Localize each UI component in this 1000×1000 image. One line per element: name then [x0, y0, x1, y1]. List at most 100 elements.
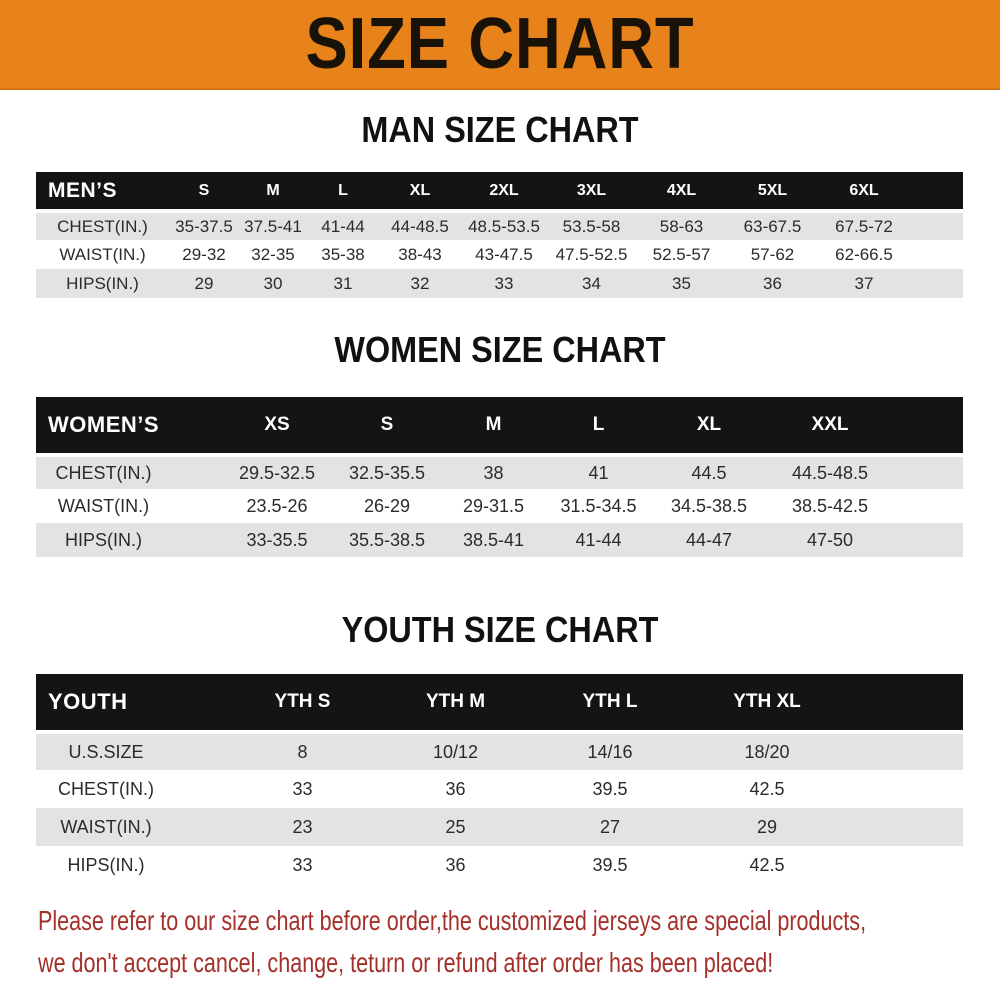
cell-filler — [846, 770, 963, 808]
cell-filler — [910, 211, 963, 240]
cell: 23.5-26 — [246, 495, 308, 516]
youth-size-table: YOUTH YTH S YTH M YTH L YTH XL U.S.SIZE … — [36, 674, 963, 884]
cell: 63-67.5 — [743, 216, 802, 236]
row-label: HIPS(IN.) — [66, 273, 139, 293]
cell: 29.5-32.5 — [238, 462, 316, 483]
cell: 41 — [588, 462, 609, 483]
cell: 44.5-48.5 — [791, 462, 869, 483]
youth-size-header: YTH L — [532, 674, 688, 734]
cell-filler — [846, 846, 963, 884]
cell: 34 — [582, 273, 601, 293]
men-size-header: 3XL — [547, 172, 636, 213]
size-chart-banner: SIZE CHART — [0, 0, 1000, 90]
women-size-header: XL — [651, 397, 767, 457]
men-size-table: MEN’S S M L XL 2XL 3XL 4XL 5XL 6XL CHEST… — [36, 172, 963, 298]
men-header-filler — [910, 172, 963, 213]
cell: 18/20 — [744, 741, 790, 762]
man-heading-text: MAN SIZE CHART — [361, 109, 639, 150]
women-header-row: WOMEN’S XS S M L XL XXL — [36, 397, 963, 457]
cell: 33 — [292, 778, 313, 799]
youth-header-filler — [846, 674, 963, 734]
cell: 32 — [410, 273, 430, 293]
cell: 35-38 — [321, 244, 365, 264]
cell: 37 — [854, 273, 874, 293]
cell: 27 — [599, 816, 621, 837]
women-waist-row: WAIST(IN.) 23.5-26 26-29 29-31.5 31.5-34… — [36, 489, 963, 523]
disclaimer-note: Please refer to our size chart before or… — [0, 900, 1000, 984]
cell: 35-37.5 — [175, 216, 233, 236]
cell: 10/12 — [432, 741, 479, 762]
man-section-heading: MAN SIZE CHART — [0, 110, 1000, 150]
cell: 43-47.5 — [475, 244, 533, 264]
row-label: CHEST(IN.) — [57, 216, 148, 236]
cell: 67.5-72 — [835, 216, 893, 236]
cell: 29-31.5 — [462, 495, 525, 516]
row-label: WAIST(IN.) — [59, 244, 146, 264]
women-heading-text: WOMEN SIZE CHART — [334, 329, 666, 370]
youth-ussize-row: U.S.SIZE 8 10/12 14/16 18/20 — [36, 732, 963, 770]
men-hips-row: HIPS(IN.) 29 30 31 32 33 34 35 36 37 — [36, 269, 963, 298]
men-corner-label: MEN’S — [36, 172, 169, 213]
women-size-header: XXL — [767, 397, 893, 457]
cell: 57-62 — [750, 244, 795, 264]
men-size-header: 2XL — [461, 172, 547, 213]
cell: 48.5-53.5 — [468, 216, 540, 236]
women-chest-row: CHEST(IN.) 29.5-32.5 32.5-35.5 38 41 44.… — [36, 455, 963, 489]
cell: 32-35 — [251, 244, 295, 264]
men-size-header: 4XL — [636, 172, 727, 213]
cell: 44-47 — [685, 529, 733, 550]
cell: 42.5 — [749, 854, 785, 875]
row-label: WAIST(IN.) — [60, 816, 152, 837]
cell-filler — [893, 455, 963, 489]
cell: 14/16 — [587, 741, 633, 762]
cell: 36 — [763, 273, 782, 293]
men-size-header: L — [307, 172, 379, 213]
cell: 36 — [445, 778, 466, 799]
cell: 41-44 — [575, 529, 622, 550]
women-size-header: L — [546, 397, 651, 457]
cell: 26-29 — [363, 495, 411, 516]
women-corner-label: WOMEN’S — [36, 397, 221, 457]
youth-section-heading: YOUTH SIZE CHART — [0, 610, 1000, 650]
cell: 33-35.5 — [246, 529, 308, 550]
cell: 62-66.5 — [835, 244, 893, 264]
men-size-header: 6XL — [818, 172, 910, 213]
cell: 58-63 — [659, 216, 704, 236]
cell: 31 — [333, 273, 353, 293]
cell: 32.5-35.5 — [348, 462, 426, 483]
youth-heading-text: YOUTH SIZE CHART — [341, 609, 659, 650]
cell: 33 — [292, 854, 313, 875]
row-label: CHEST(IN.) — [55, 462, 152, 483]
disclaimer-line-2: we don't accept cancel, change, teturn o… — [38, 947, 774, 978]
cell-filler — [893, 489, 963, 523]
cell: 37.5-41 — [244, 216, 302, 236]
youth-chest-row: CHEST(IN.) 33 36 39.5 42.5 — [36, 770, 963, 808]
men-chest-row: CHEST(IN.) 35-37.5 37.5-41 41-44 44-48.5… — [36, 211, 963, 240]
women-section-heading: WOMEN SIZE CHART — [0, 330, 1000, 370]
women-size-header: XS — [221, 397, 333, 457]
cell: 35.5-38.5 — [348, 529, 426, 550]
cell: 38.5-42.5 — [791, 495, 869, 516]
men-waist-row: WAIST(IN.) 29-32 32-35 35-38 38-43 43-47… — [36, 240, 963, 269]
cell: 31.5-34.5 — [560, 495, 637, 516]
cell-filler — [846, 732, 963, 770]
row-label: WAIST(IN.) — [57, 495, 150, 516]
cell: 44.5 — [691, 462, 727, 483]
disclaimer-line-1: Please refer to our size chart before or… — [38, 905, 867, 936]
men-size-header: 5XL — [727, 172, 818, 213]
cell: 34.5-38.5 — [670, 495, 748, 516]
cell-filler — [910, 240, 963, 269]
cell: 52.5-57 — [652, 244, 711, 264]
cell: 38.5-41 — [462, 529, 525, 550]
cell: 47.5-52.5 — [555, 244, 628, 264]
cell: 47-50 — [806, 529, 854, 550]
youth-waist-row: WAIST(IN.) 23 25 27 29 — [36, 808, 963, 846]
banner-title: SIZE CHART — [305, 4, 695, 84]
cell: 39.5 — [592, 778, 628, 799]
cell: 42.5 — [749, 778, 785, 799]
cell-filler — [846, 808, 963, 846]
cell: 36 — [445, 854, 466, 875]
cell: 41-44 — [321, 216, 365, 236]
youth-size-header: YTH M — [379, 674, 532, 734]
youth-size-header: YTH XL — [688, 674, 846, 734]
